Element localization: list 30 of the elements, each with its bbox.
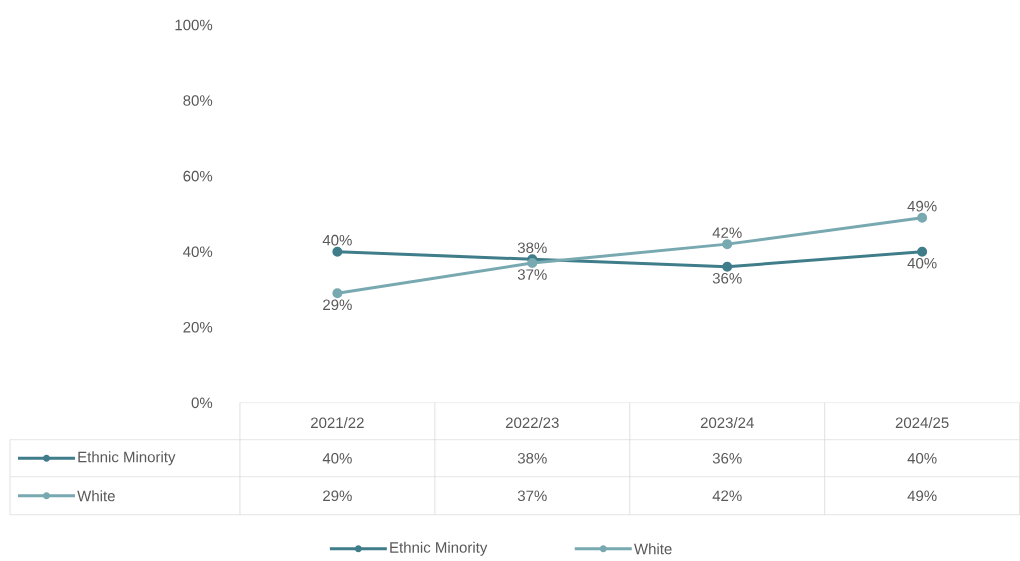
- text: 37%: [517, 269, 547, 280]
- y-tick-label: 40%: [183, 246, 213, 258]
- text: 29%: [323, 299, 352, 311]
- data-label: 38%: [517, 453, 547, 464]
- text: 42%: [712, 227, 742, 239]
- data-label: 29%: [323, 490, 352, 502]
- data-label: 36%: [712, 453, 742, 464]
- text: 40%: [322, 234, 352, 246]
- text: Ethnic Minority: [390, 541, 488, 556]
- x-tick-label: 2023/24: [700, 417, 754, 429]
- x-tick-label: 2022/23: [505, 417, 559, 429]
- y-tick-label: 0%: [191, 397, 213, 409]
- x-tick-label: 2021/22: [311, 417, 364, 429]
- y-tick-label: 20%: [183, 322, 213, 333]
- text: 36%: [712, 273, 742, 284]
- legend-label: White: [634, 543, 672, 555]
- y-tick-label: 100%: [175, 19, 213, 31]
- text: 49%: [907, 200, 937, 212]
- text: White: [77, 490, 115, 502]
- x-tick-label: 2024/25: [895, 417, 949, 429]
- y-tick-label: 80%: [183, 95, 213, 106]
- data-label: 40%: [907, 453, 937, 464]
- data-label: 49%: [907, 490, 937, 502]
- data-label: 42%: [712, 490, 742, 502]
- data-label: 40%: [322, 453, 352, 464]
- legend-label: Ethnic Minority: [78, 451, 176, 466]
- y-tick-label: 60%: [183, 170, 213, 182]
- text: 38%: [517, 242, 547, 254]
- text: 40%: [907, 258, 937, 269]
- data-label: 37%: [517, 490, 547, 502]
